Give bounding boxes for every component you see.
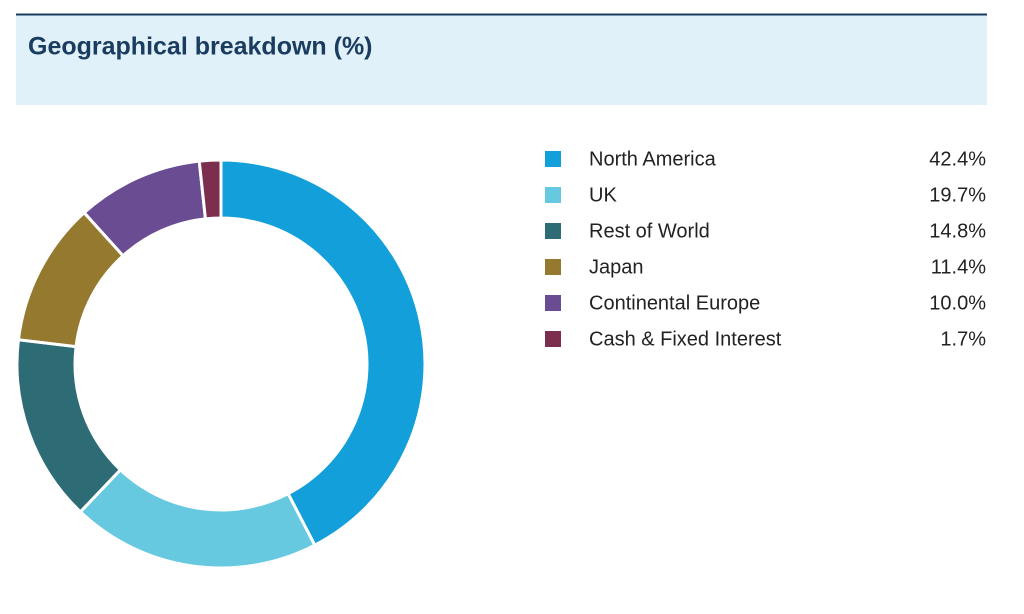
value-label: 11.4% bbox=[931, 256, 986, 278]
legend-swatch bbox=[545, 223, 561, 239]
donut-slice bbox=[78, 467, 317, 570]
donut-slice bbox=[197, 158, 223, 221]
legend-swatch bbox=[545, 187, 561, 203]
value-label: 1.7% bbox=[940, 328, 986, 350]
legend-label: UK bbox=[589, 184, 617, 206]
value-label: 42.4% bbox=[929, 148, 986, 170]
legend-swatch bbox=[545, 259, 561, 275]
legend-label: Continental Europe bbox=[589, 292, 760, 314]
legend-label: Cash & Fixed Interest bbox=[589, 328, 782, 350]
value-label: 14.8% bbox=[929, 220, 986, 242]
header-band bbox=[16, 14, 987, 105]
legend-label: Japan bbox=[589, 256, 644, 278]
value-label: 10.0% bbox=[929, 292, 986, 314]
donut-slice bbox=[219, 158, 427, 548]
legend-label: North America bbox=[589, 148, 717, 170]
legend-swatch bbox=[545, 331, 561, 347]
legend-label: Rest of World bbox=[589, 220, 710, 242]
donut-slice bbox=[15, 338, 123, 514]
legend-swatch bbox=[545, 295, 561, 311]
chart-title: Geographical breakdown (%) bbox=[28, 33, 373, 61]
value-label: 19.7% bbox=[929, 184, 986, 206]
legend-swatch bbox=[545, 151, 561, 167]
